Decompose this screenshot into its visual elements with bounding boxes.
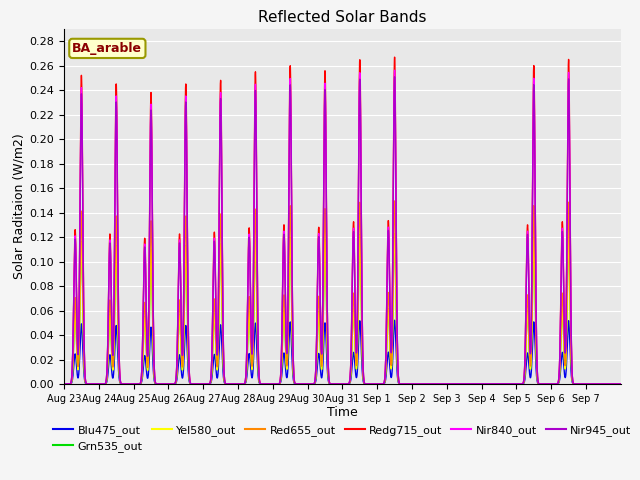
Blu475_out [495, 381, 503, 387]
Blu475_out [393, 367, 401, 372]
Red655_out [617, 381, 625, 387]
Nir840_out [393, 311, 401, 317]
Line: Blu475_out: Blu475_out [64, 320, 621, 384]
Blu475_out [175, 352, 183, 358]
Red655_out [495, 381, 503, 387]
Redg715_out [444, 381, 451, 387]
Text: BA_arable: BA_arable [72, 42, 142, 55]
Grn535_out [537, 381, 545, 387]
Blu475_out [523, 356, 531, 362]
Grn535_out [390, 231, 398, 237]
Redg715_out [390, 54, 398, 60]
Nir840_out [523, 257, 531, 263]
Red655_out [523, 309, 531, 314]
Grn535_out [393, 348, 401, 353]
Redg715_out [393, 308, 401, 314]
Blu475_out [60, 381, 68, 387]
Grn535_out [175, 312, 183, 318]
Red655_out [444, 381, 451, 387]
Line: Grn535_out: Grn535_out [64, 234, 621, 384]
Grn535_out [60, 381, 68, 387]
Nir945_out [537, 381, 545, 387]
Yel580_out [495, 381, 503, 387]
Yel580_out [393, 348, 401, 353]
X-axis label: Time: Time [327, 407, 358, 420]
Legend: Blu475_out, Grn535_out, Yel580_out, Red655_out, Redg715_out, Nir840_out, Nir945_: Blu475_out, Grn535_out, Yel580_out, Red6… [49, 420, 636, 456]
Nir945_out [390, 74, 398, 80]
Nir840_out [175, 238, 183, 243]
Yel580_out [175, 312, 183, 318]
Yel580_out [444, 381, 451, 387]
Red655_out [537, 381, 545, 387]
Nir840_out [390, 67, 398, 73]
Grn535_out [363, 381, 371, 387]
Nir840_out [363, 381, 371, 387]
Yel580_out [363, 381, 371, 387]
Redg715_out [60, 381, 68, 387]
Nir945_out [495, 381, 503, 387]
Grn535_out [444, 381, 451, 387]
Redg715_out [363, 381, 371, 387]
Red655_out [60, 381, 68, 387]
Redg715_out [175, 232, 183, 238]
Redg715_out [617, 381, 625, 387]
Line: Yel580_out: Yel580_out [64, 234, 621, 384]
Blu475_out [363, 381, 371, 387]
Title: Reflected Solar Bands: Reflected Solar Bands [258, 10, 427, 25]
Nir945_out [444, 381, 451, 387]
Redg715_out [537, 381, 545, 387]
Redg715_out [495, 381, 503, 387]
Red655_out [390, 198, 398, 204]
Yel580_out [390, 231, 398, 237]
Nir945_out [175, 240, 183, 246]
Nir840_out [495, 381, 503, 387]
Red655_out [363, 381, 371, 387]
Nir840_out [444, 381, 451, 387]
Red655_out [393, 340, 401, 346]
Nir945_out [393, 312, 401, 318]
Nir945_out [363, 381, 371, 387]
Line: Nir840_out: Nir840_out [64, 70, 621, 384]
Blu475_out [617, 381, 625, 387]
Yel580_out [617, 381, 625, 387]
Redg715_out [523, 252, 531, 258]
Yel580_out [523, 322, 531, 327]
Line: Nir945_out: Nir945_out [64, 77, 621, 384]
Blu475_out [390, 317, 398, 323]
Blu475_out [444, 381, 451, 387]
Nir840_out [60, 381, 68, 387]
Y-axis label: Solar Raditaion (W/m2): Solar Raditaion (W/m2) [12, 133, 25, 279]
Grn535_out [495, 381, 503, 387]
Red655_out [175, 298, 183, 303]
Yel580_out [537, 381, 545, 387]
Grn535_out [617, 381, 625, 387]
Grn535_out [523, 322, 531, 327]
Yel580_out [60, 381, 68, 387]
Nir945_out [617, 381, 625, 387]
Nir840_out [537, 381, 545, 387]
Blu475_out [537, 381, 545, 387]
Nir840_out [617, 381, 625, 387]
Line: Red655_out: Red655_out [64, 201, 621, 384]
Nir945_out [523, 260, 531, 265]
Nir945_out [60, 381, 68, 387]
Line: Redg715_out: Redg715_out [64, 57, 621, 384]
